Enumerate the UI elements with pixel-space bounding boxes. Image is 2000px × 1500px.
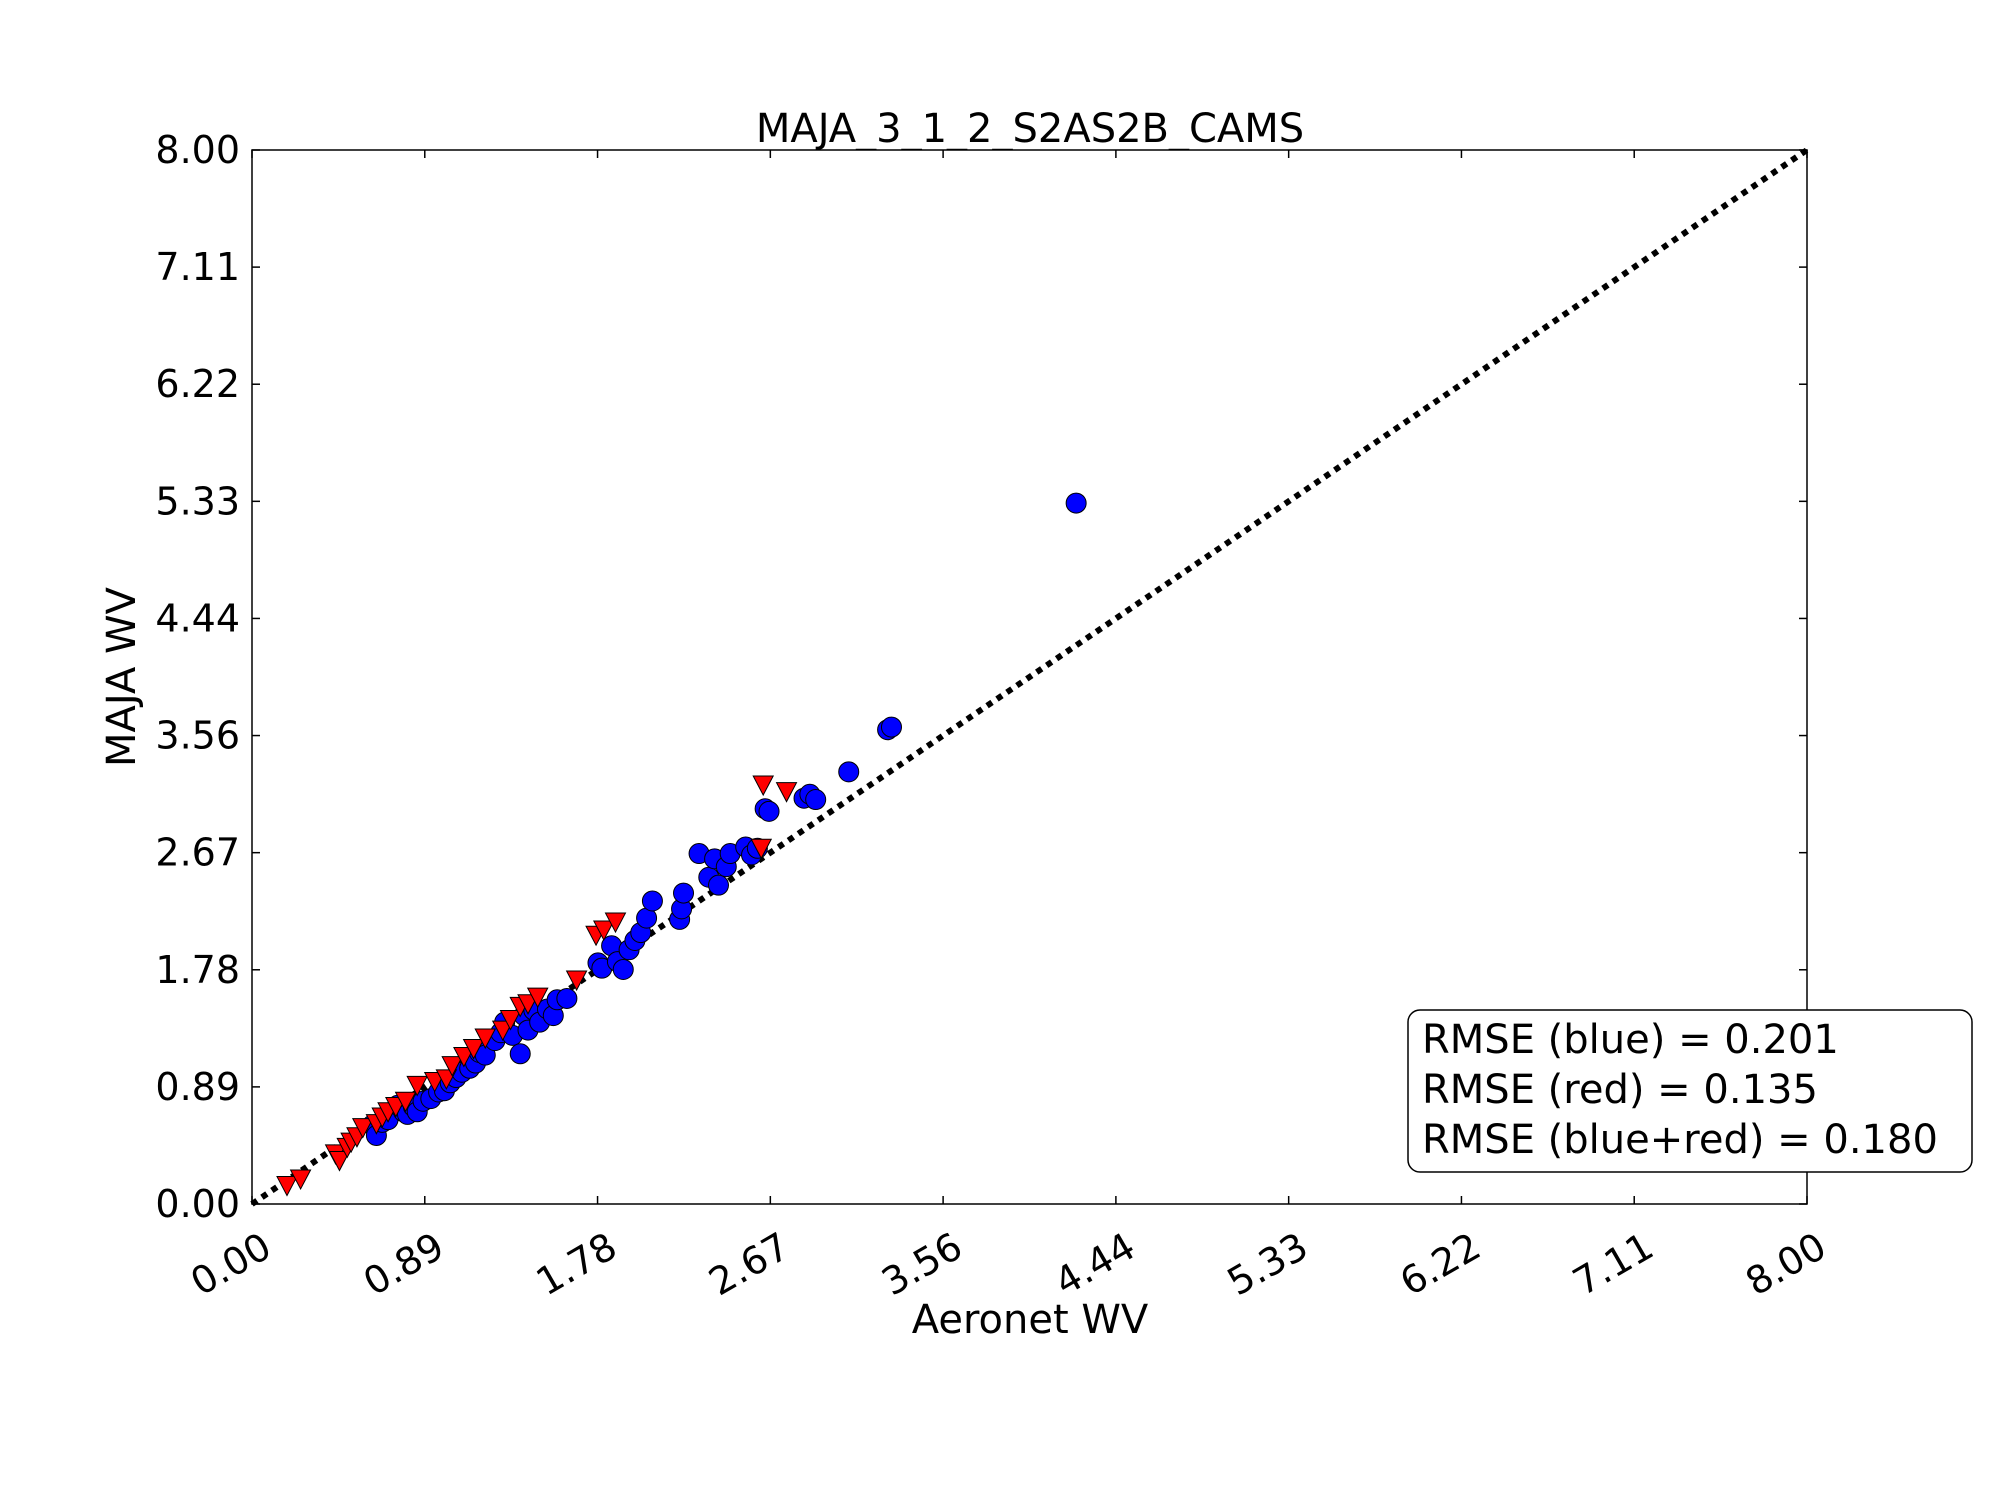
rmse-red-text: RMSE (red) = 0.135 <box>1422 1067 1818 1113</box>
x-tick-label: 3.56 <box>874 1224 969 1304</box>
rmse-stats-box: RMSE (blue) = 0.201 RMSE (red) = 0.135 R… <box>1407 1009 1973 1173</box>
red-triangle-point <box>453 1046 475 1068</box>
y-axis: 0.00 0.89 1.78 2.67 3.56 4.44 5.33 6.22 7.11 8.00 <box>155 128 1807 1226</box>
red-triangle-point <box>289 1169 312 1191</box>
blue-circle-point <box>556 987 578 1009</box>
blue-circle-point <box>805 789 827 811</box>
red-triangle-point <box>462 1039 485 1060</box>
y-tick-label: 0.00 <box>155 1182 240 1226</box>
x-tick-label: 1.78 <box>529 1224 624 1304</box>
red-triangle-point <box>491 1020 514 1042</box>
red-triangle-point <box>752 775 775 797</box>
y-tick-label: 0.89 <box>155 1065 240 1109</box>
red-triangle-point <box>526 987 549 1009</box>
red-triangle-point <box>517 994 539 1015</box>
blue-circle-point <box>1065 492 1087 514</box>
y-tick-label: 5.33 <box>155 479 240 523</box>
y-tick-label: 6.22 <box>155 362 240 406</box>
y-tick-label: 8.00 <box>155 128 240 172</box>
rmse-blue-text: RMSE (blue) = 0.201 <box>1422 1017 1839 1063</box>
x-tick-label: 8.00 <box>1738 1224 1833 1304</box>
x-tick-label: 0.89 <box>356 1224 451 1304</box>
blue-circle-point <box>673 882 695 904</box>
red-triangle-point <box>499 1010 522 1031</box>
blue-circle-point <box>509 1043 531 1065</box>
blue-circle-point <box>708 874 729 896</box>
x-tick-label: 2.67 <box>702 1224 797 1304</box>
x-axis-label: Aeronet WV <box>912 1297 1149 1343</box>
x-tick-label: 5.33 <box>1220 1224 1315 1304</box>
blue-circle-point <box>758 800 780 822</box>
red-triangle-point <box>406 1075 429 1097</box>
red-triangle-point <box>276 1176 298 1197</box>
red-triangle-point <box>474 1028 497 1050</box>
red-triangle-point <box>565 970 588 992</box>
red-triangle-point <box>328 1151 351 1172</box>
red-triangle-point <box>604 912 627 934</box>
data-points <box>276 492 1087 1197</box>
x-tick-label: 4.44 <box>1047 1224 1142 1304</box>
rmse-combined-text: RMSE (blue+red) = 0.180 <box>1422 1117 1938 1163</box>
red-triangle-point <box>441 1056 464 1077</box>
blue-circle-point <box>838 761 860 783</box>
red-triangle-point <box>775 782 798 803</box>
y-tick-label: 2.67 <box>155 831 240 875</box>
y-tick-label: 3.56 <box>155 714 240 758</box>
plot-area <box>250 147 1809 1207</box>
red-triangle-point <box>750 838 773 860</box>
y-tick-label: 4.44 <box>155 596 240 640</box>
x-tick-label: 7.11 <box>1565 1224 1660 1304</box>
blue-circle-point <box>641 890 663 912</box>
y-tick-label: 7.11 <box>155 245 240 289</box>
x-tick-label: 0.00 <box>183 1224 278 1304</box>
blue-circle-point <box>612 958 634 980</box>
blue-circle-point <box>880 716 902 738</box>
y-tick-label: 1.78 <box>155 948 240 992</box>
stats-box-frame <box>1407 1009 1973 1173</box>
x-tick-label: 6.22 <box>1393 1224 1488 1304</box>
red-triangle-point <box>394 1091 417 1113</box>
y-axis-label: MAJA WV <box>99 586 145 767</box>
red-triangle-point <box>592 920 615 942</box>
chart-title: MAJA_3_1_2_S2AS2B_CAMS <box>756 106 1304 152</box>
red-triangle-point <box>351 1118 374 1139</box>
